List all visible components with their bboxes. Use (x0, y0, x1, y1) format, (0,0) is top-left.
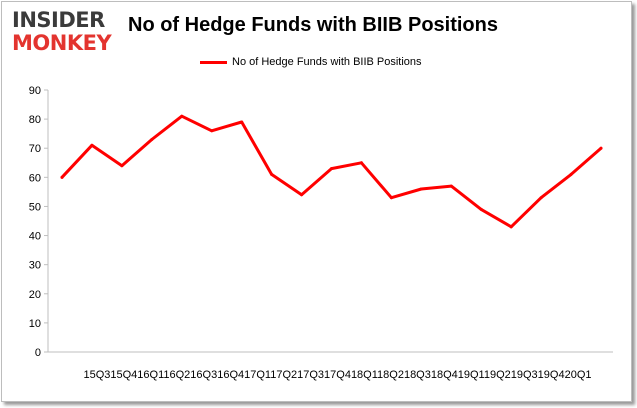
y-tick-label: 30 (29, 260, 41, 272)
data-point-16Q3 (180, 114, 184, 118)
data-point-18Q3 (419, 187, 423, 191)
data-point-15Q3 (60, 175, 64, 179)
data-point-19Q3 (539, 196, 543, 200)
y-tick-label: 0 (35, 347, 41, 359)
x-tick-labels: 15Q315Q416Q116Q216Q316Q417Q117Q217Q317Q4… (83, 369, 591, 381)
legend-swatch (200, 60, 227, 64)
legend-label: No of Hedge Funds with BIIB Positions (232, 56, 422, 68)
data-point-20Q1 (599, 146, 603, 150)
y-tick-label: 60 (29, 172, 41, 184)
y-tick-label: 50 (29, 201, 41, 213)
data-point-15Q4 (90, 143, 94, 147)
y-tick-label: 20 (29, 289, 41, 301)
data-point-19Q2 (509, 225, 513, 229)
y-tick-label: 80 (29, 114, 41, 126)
x-axis: 15Q315Q416Q116Q216Q316Q417Q117Q217Q317Q4… (48, 351, 613, 381)
data-point-19Q1 (479, 207, 483, 211)
y-tick-label: 70 (29, 143, 41, 155)
data-point-16Q2 (150, 137, 154, 141)
insider-monkey-logo: INSIDER MONKEY (12, 8, 122, 54)
data-point-16Q4 (210, 129, 214, 133)
data-point-17Q4 (330, 167, 333, 171)
chart-legend: No of Hedge Funds with BIIB Positions (200, 56, 422, 68)
logo-line2: MONKEY (12, 31, 112, 55)
data-point-17Q1 (240, 120, 244, 124)
y-tick-label: 10 (29, 318, 41, 330)
data-point-18Q4 (449, 184, 453, 188)
data-point-19Q4 (569, 172, 573, 176)
series-layer (60, 114, 603, 229)
data-point-17Q2 (270, 172, 274, 176)
y-axis: 0 10 20 30 40 50 60 70 80 90 (29, 85, 49, 359)
data-point-16Q1 (120, 164, 124, 168)
data-point-18Q2 (389, 196, 393, 200)
chart-title: No of Hedge Funds with BIIB Positions (128, 14, 498, 36)
series-line (60, 114, 603, 229)
data-point-17Q3 (300, 193, 304, 197)
logo-line1: INSIDER (12, 8, 105, 32)
data-point-18Q1 (359, 161, 363, 165)
y-tick-label: 90 (29, 85, 41, 97)
y-tick-label: 40 (29, 231, 41, 243)
chart-frame: INSIDER MONKEY (1, 1, 632, 402)
